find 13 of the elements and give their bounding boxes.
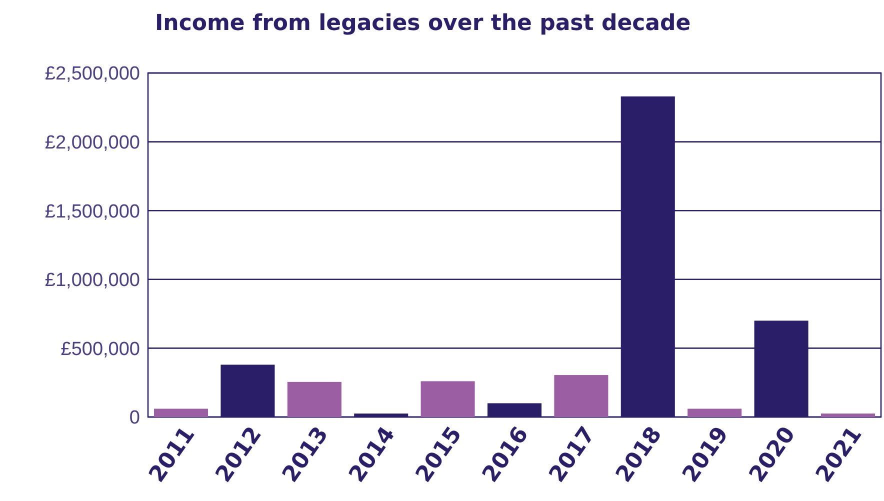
bar bbox=[688, 408, 742, 417]
y-tick-label: £500,000 bbox=[60, 338, 140, 360]
y-tick-label: £1,000,000 bbox=[44, 270, 140, 292]
y-tick-label: £2,000,000 bbox=[44, 132, 140, 154]
bar bbox=[154, 408, 208, 417]
y-tick-label: £1,500,000 bbox=[44, 201, 140, 222]
bar bbox=[420, 381, 475, 417]
bar bbox=[554, 375, 608, 417]
y-tick-label: 0 bbox=[129, 408, 140, 429]
chart-title: Income from legacies over the past decade bbox=[155, 11, 691, 36]
y-tick-label: £2,500,000 bbox=[44, 64, 140, 85]
bar bbox=[820, 414, 875, 417]
bar bbox=[287, 382, 342, 417]
